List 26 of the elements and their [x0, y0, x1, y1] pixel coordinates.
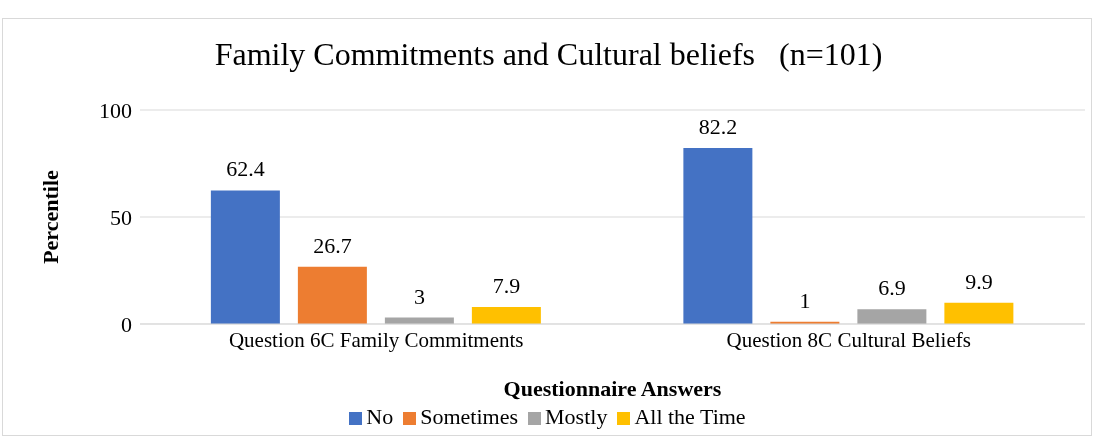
data-label: 9.9: [965, 268, 993, 294]
legend-label: All the Time: [634, 404, 746, 429]
y-axis-title: Percentile: [37, 169, 63, 264]
y-tick-label: 50: [110, 204, 132, 230]
bar: [683, 148, 753, 324]
data-label: 26.7: [313, 232, 352, 258]
data-label: 62.4: [226, 156, 265, 182]
y-tick-label: 0: [121, 311, 132, 337]
data-label: 1: [799, 287, 811, 313]
y-tick-label: 100: [99, 97, 132, 123]
bar: [210, 190, 280, 324]
x-tick-label: Question 6C Family Commitments: [228, 327, 524, 352]
bar: [471, 307, 541, 324]
x-tick-label: Question 8C Cultural Beliefs: [726, 327, 971, 352]
legend-label: Sometimes: [420, 404, 519, 429]
data-label: 6.9: [878, 275, 906, 301]
legend-label: Mostly: [545, 404, 608, 429]
x-axis-title: Questionnaire Answers: [503, 376, 722, 401]
data-label: 3: [413, 283, 425, 309]
legend-label: No: [366, 404, 394, 429]
data-label: 82.2: [698, 114, 738, 140]
bar: [297, 266, 367, 324]
bar: [944, 302, 1014, 324]
bar: [857, 309, 927, 324]
chart-title: Family Commitments and Cultural beliefs (n=101): [213, 36, 884, 73]
data-label: 7.9: [492, 273, 521, 299]
